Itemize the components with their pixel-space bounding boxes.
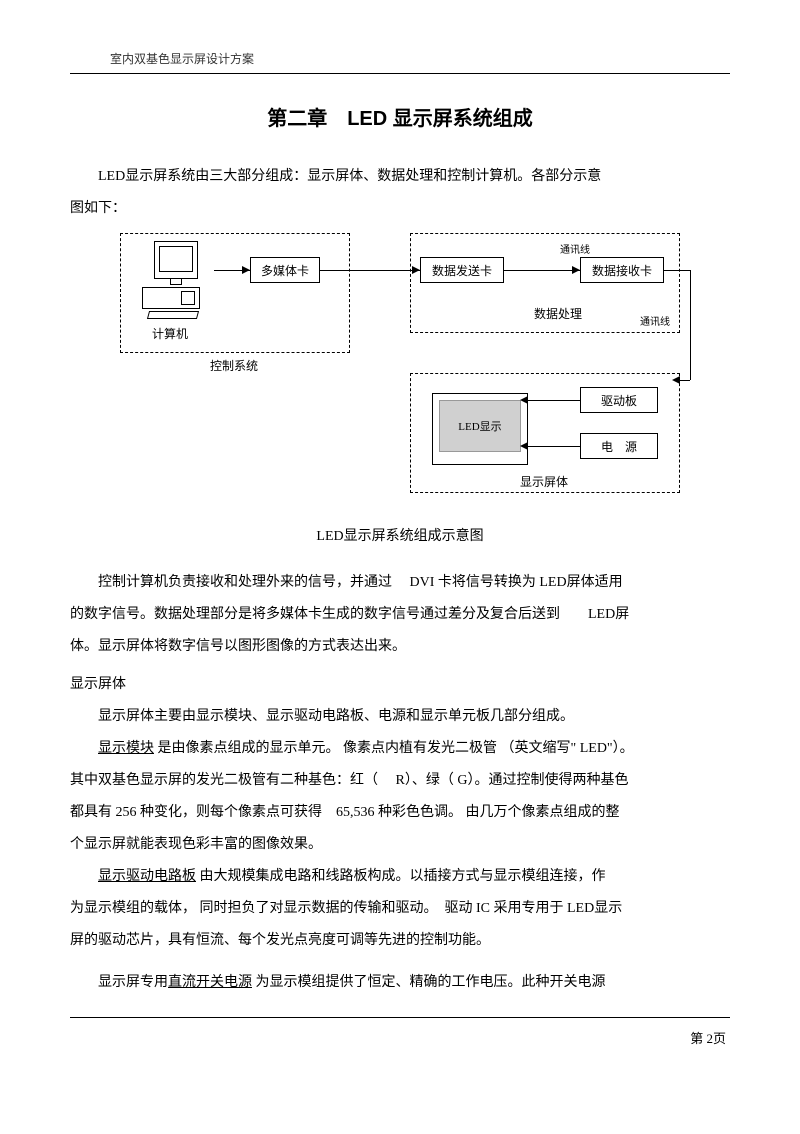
s1-l6: 显示驱动电路板 由大规模集成电路和线路板构成。以插接方式与显示模组连接，作 <box>70 863 730 891</box>
monitor-icon <box>154 241 198 279</box>
node-led-display: LED显示 <box>432 393 528 465</box>
term-display-module: 显示模块 <box>98 741 154 756</box>
doc-header-title: 室内双基色显示屏设计方案 <box>110 50 730 67</box>
node-power: 电 源 <box>580 433 658 459</box>
intro-line-1: LED显示屏系统由三大部分组成：显示屏体、数据处理和控制计算机。各部分示意 <box>70 163 730 191</box>
pc-tower-icon <box>142 287 200 309</box>
s1-l2: 显示模块 是由像素点组成的显示单元。 像素点内植有发光二极管 （英文缩写" LE… <box>70 735 730 763</box>
computer-label: 计算机 <box>152 325 188 342</box>
page-number: 第 2页 <box>70 1028 730 1047</box>
section-body: 显示屏体主要由显示模块、显示驱动电路板、电源和显示单元板几部分组成。 显示模块 … <box>70 703 730 997</box>
group-control-label: 控制系统 <box>210 357 258 374</box>
node-send-card: 数据发送卡 <box>420 257 504 283</box>
s1-l1: 显示屏体主要由显示模块、显示驱动电路板、电源和显示单元板几部分组成。 <box>70 703 730 731</box>
s1-l8: 屏的驱动芯片，具有恒流、每个发光点亮度可调等先进的控制功能。 <box>70 927 730 955</box>
s1-l3: 其中双基色显示屏的发光二极管有二种基色：红（ R）、绿（ G）。通过控制使得两种… <box>70 767 730 795</box>
intro-paragraph: LED显示屏系统由三大部分组成：显示屏体、数据处理和控制计算机。各部分示意 图如… <box>70 163 730 223</box>
edge-label-comm2: 通讯线 <box>640 313 670 328</box>
node-recv-card: 数据接收卡 <box>580 257 664 283</box>
system-diagram: 计算机 控制系统 多媒体卡 数据发送卡 数据接收卡 通讯线 数据处理 通讯线 L… <box>120 233 680 513</box>
paragraph-2: 控制计算机负责接收和处理外来的信号，并通过 DVI 卡将信号转换为 LED屏体适… <box>70 569 730 661</box>
edge-label-comm1: 通讯线 <box>560 241 590 256</box>
s1-l5: 个显示屏就能表现色彩丰富的图像效果。 <box>70 831 730 859</box>
node-media-card: 多媒体卡 <box>250 257 320 283</box>
keyboard-icon <box>147 311 199 319</box>
intro-line-2: 图如下： <box>70 195 730 223</box>
group-display-label: 显示屏体 <box>520 473 568 490</box>
section-heading-display-body: 显示屏体 <box>70 671 730 699</box>
s1-l9: 显示屏专用直流开关电源 为显示模组提供了恒定、精确的工作电压。此种开关电源 <box>70 969 730 997</box>
term-driver-board: 显示驱动电路板 <box>98 869 196 884</box>
footer-rule <box>70 1017 730 1018</box>
s1-l4: 都具有 256 种变化，则每个像素点可获得 65,536 种彩色色调。 由几万个… <box>70 799 730 827</box>
group-data-label: 数据处理 <box>534 305 582 322</box>
p2-l2: 的数字信号。数据处理部分是将多媒体卡生成的数字信号通过差分及复合后送到 LED屏 <box>70 601 730 629</box>
term-dc-power: 直流开关电源 <box>168 975 252 990</box>
computer-icon <box>142 241 212 321</box>
p2-l1: 控制计算机负责接收和处理外来的信号，并通过 DVI 卡将信号转换为 LED屏体适… <box>70 569 730 597</box>
led-screen-label: LED显示 <box>439 400 521 452</box>
chapter-title: 第二章 LED 显示屏系统组成 <box>70 102 730 131</box>
diagram-caption: LED显示屏系统组成示意图 <box>70 525 730 545</box>
header-rule <box>70 73 730 74</box>
s1-l7: 为显示模组的载体， 同时担负了对显示数据的传输和驱动。 驱动 IC 采用专用于 … <box>70 895 730 923</box>
p2-l3: 体。显示屏体将数字信号以图形图像的方式表达出来。 <box>70 633 730 661</box>
node-driver: 驱动板 <box>580 387 658 413</box>
